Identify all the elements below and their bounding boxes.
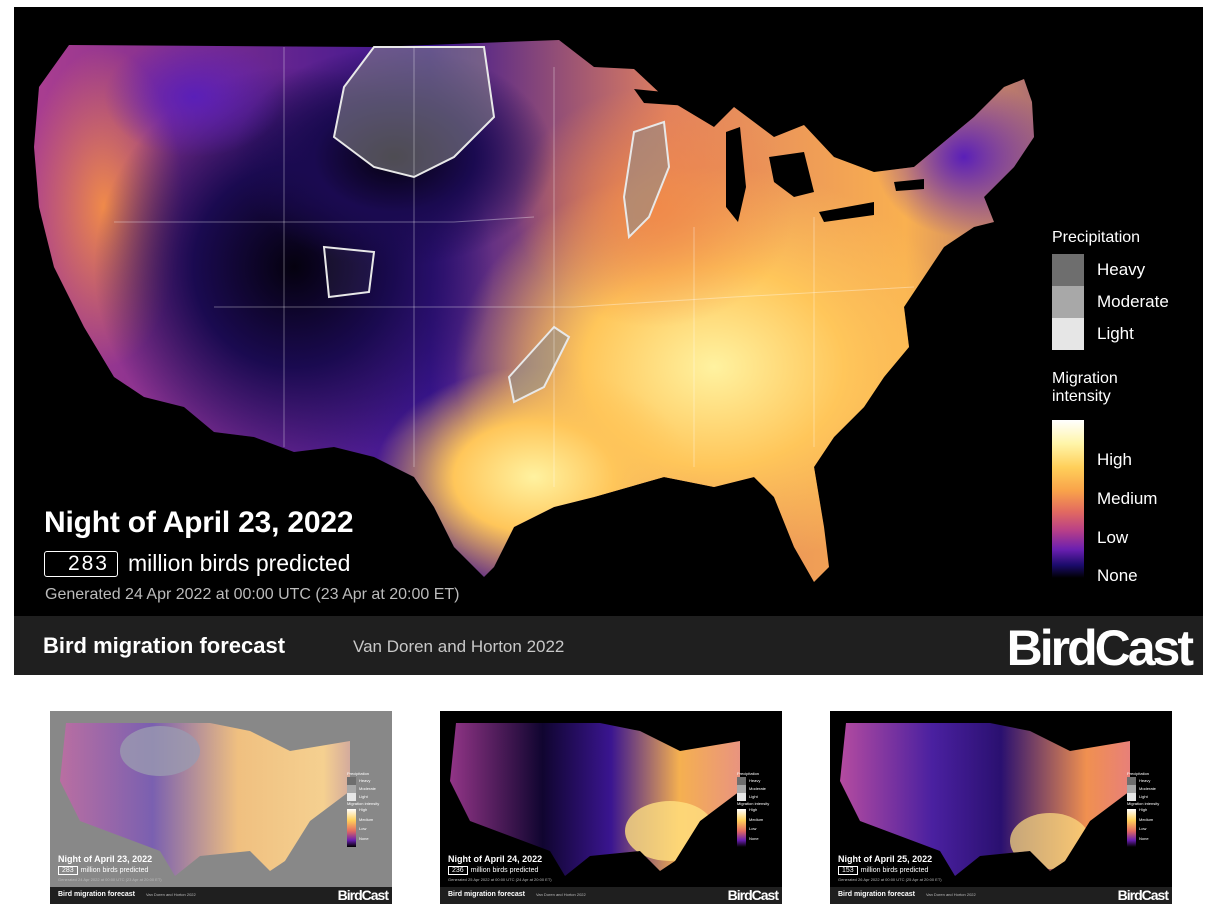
thumb-legend-3: Precipitation Heavy Moderate Light Migra… bbox=[1127, 771, 1169, 847]
thumb-map-2 bbox=[450, 723, 740, 876]
thumb-footer-title: Bird migration forecast bbox=[838, 891, 916, 898]
thumb-logo: BirdCast bbox=[727, 887, 779, 903]
migration-intensity-legend: Migration intensity High Medium Low None bbox=[1052, 370, 1202, 585]
thumb-count-box: 236 bbox=[448, 866, 468, 875]
footer-bar: Bird migration forecast Van Doren and Ho… bbox=[14, 616, 1203, 675]
thumb-night-title: Night of April 25, 2022 bbox=[838, 854, 933, 864]
thumb-count-row: 153 million birds predicted bbox=[838, 866, 928, 875]
thumb-logo: BirdCast bbox=[337, 887, 389, 903]
thumb-count-suffix: million birds predicted bbox=[80, 867, 149, 874]
footer-title: Bird migration forecast bbox=[43, 633, 286, 658]
birdcast-logo: BirdCast bbox=[1006, 620, 1194, 675]
thumb-footer-credit: Van Doren and Horton 2022 bbox=[146, 892, 196, 897]
precipitation-overlay bbox=[322, 46, 671, 404]
thumb-count-box: 283 bbox=[58, 866, 78, 875]
migration-intensity-bar bbox=[1052, 420, 1084, 578]
thumb-map-3 bbox=[840, 723, 1130, 876]
high-label: High bbox=[1097, 450, 1132, 469]
thumb-footer-credit: Van Doren and Horton 2022 bbox=[926, 892, 976, 897]
thumb-logo: BirdCast bbox=[1117, 887, 1169, 903]
thumb-generated: Generated 24 Apr 2022 at 00:00 UTC (23 A… bbox=[58, 877, 162, 882]
thumbnail-april-25[interactable]: Precipitation Heavy Moderate Light Migra… bbox=[830, 711, 1172, 904]
thumb-count-box: 153 bbox=[838, 866, 858, 875]
thumb-legend-1: Precipitation Heavy Moderate Light Migra… bbox=[347, 771, 389, 847]
precipitation-legend-title: Precipitation bbox=[1052, 229, 1141, 246]
great-lakes bbox=[634, 89, 924, 222]
migration-legend-title-2: intensity bbox=[1052, 388, 1111, 405]
heavy-label: Heavy bbox=[1097, 260, 1146, 279]
us-migration-map bbox=[34, 40, 1034, 582]
medium-label: Medium bbox=[1097, 489, 1158, 508]
light-label: Light bbox=[1097, 324, 1134, 343]
thumb-count-row: 236 million birds predicted bbox=[448, 866, 538, 875]
footer-credit: Van Doren and Horton 2022 bbox=[353, 637, 565, 656]
state-borders bbox=[114, 47, 915, 487]
count-suffix: million birds predicted bbox=[128, 550, 351, 576]
thumb-count-suffix: million birds predicted bbox=[860, 867, 929, 874]
moderate-label: Moderate bbox=[1097, 292, 1169, 311]
heavy-swatch bbox=[1052, 254, 1084, 286]
none-label: None bbox=[1097, 566, 1138, 585]
generated-timestamp: Generated 24 Apr 2022 at 00:00 UTC (23 A… bbox=[45, 586, 460, 603]
legend-heavy: Heavy bbox=[1052, 254, 1202, 286]
bird-count-box: 283 bbox=[44, 550, 118, 577]
thumb-map-1 bbox=[60, 723, 350, 876]
thumb-footer: Bird migration forecast Van Doren and Ho… bbox=[830, 887, 1172, 904]
thumb-legend-2: Precipitation Heavy Moderate Light Migra… bbox=[737, 771, 779, 847]
legend-moderate: Moderate bbox=[1052, 286, 1202, 318]
migration-legend-title-1: Migration bbox=[1052, 370, 1118, 387]
thumb-night-title: Night of April 24, 2022 bbox=[448, 854, 543, 864]
low-label: Low bbox=[1097, 528, 1129, 547]
moderate-swatch bbox=[1052, 286, 1084, 318]
thumb-footer-title: Bird migration forecast bbox=[448, 891, 526, 898]
legend-light: Light bbox=[1052, 318, 1202, 350]
thumb-night-title: Night of April 23, 2022 bbox=[58, 854, 153, 864]
thumb-count-row: 283 million birds predicted bbox=[58, 866, 148, 875]
main-forecast-map: Night of April 23, 2022 283 million bird… bbox=[14, 7, 1203, 675]
thumb-generated: Generated 26 Apr 2022 at 00:00 UTC (25 A… bbox=[838, 877, 942, 882]
thumb-count-suffix: million birds predicted bbox=[470, 867, 539, 874]
thumb-footer: Bird migration forecast Van Doren and Ho… bbox=[440, 887, 782, 904]
bird-count-row: 283 million birds predicted bbox=[44, 550, 350, 577]
thumb-generated: Generated 25 Apr 2022 at 00:00 UTC (24 A… bbox=[448, 877, 552, 882]
light-swatch bbox=[1052, 318, 1084, 350]
thumb-footer-credit: Van Doren and Horton 2022 bbox=[536, 892, 586, 897]
thumb-footer-title: Bird migration forecast bbox=[58, 891, 136, 898]
thumb-footer: Bird migration forecast Van Doren and Ho… bbox=[50, 887, 392, 904]
thumbnail-april-23[interactable]: Precipitation Heavy Moderate Light Migra… bbox=[50, 711, 392, 904]
night-title: Night of April 23, 2022 bbox=[44, 506, 354, 539]
thumbnail-april-24[interactable]: Precipitation Heavy Moderate Light Migra… bbox=[440, 711, 782, 904]
precipitation-legend: Precipitation Heavy Moderate Light bbox=[1052, 227, 1202, 350]
